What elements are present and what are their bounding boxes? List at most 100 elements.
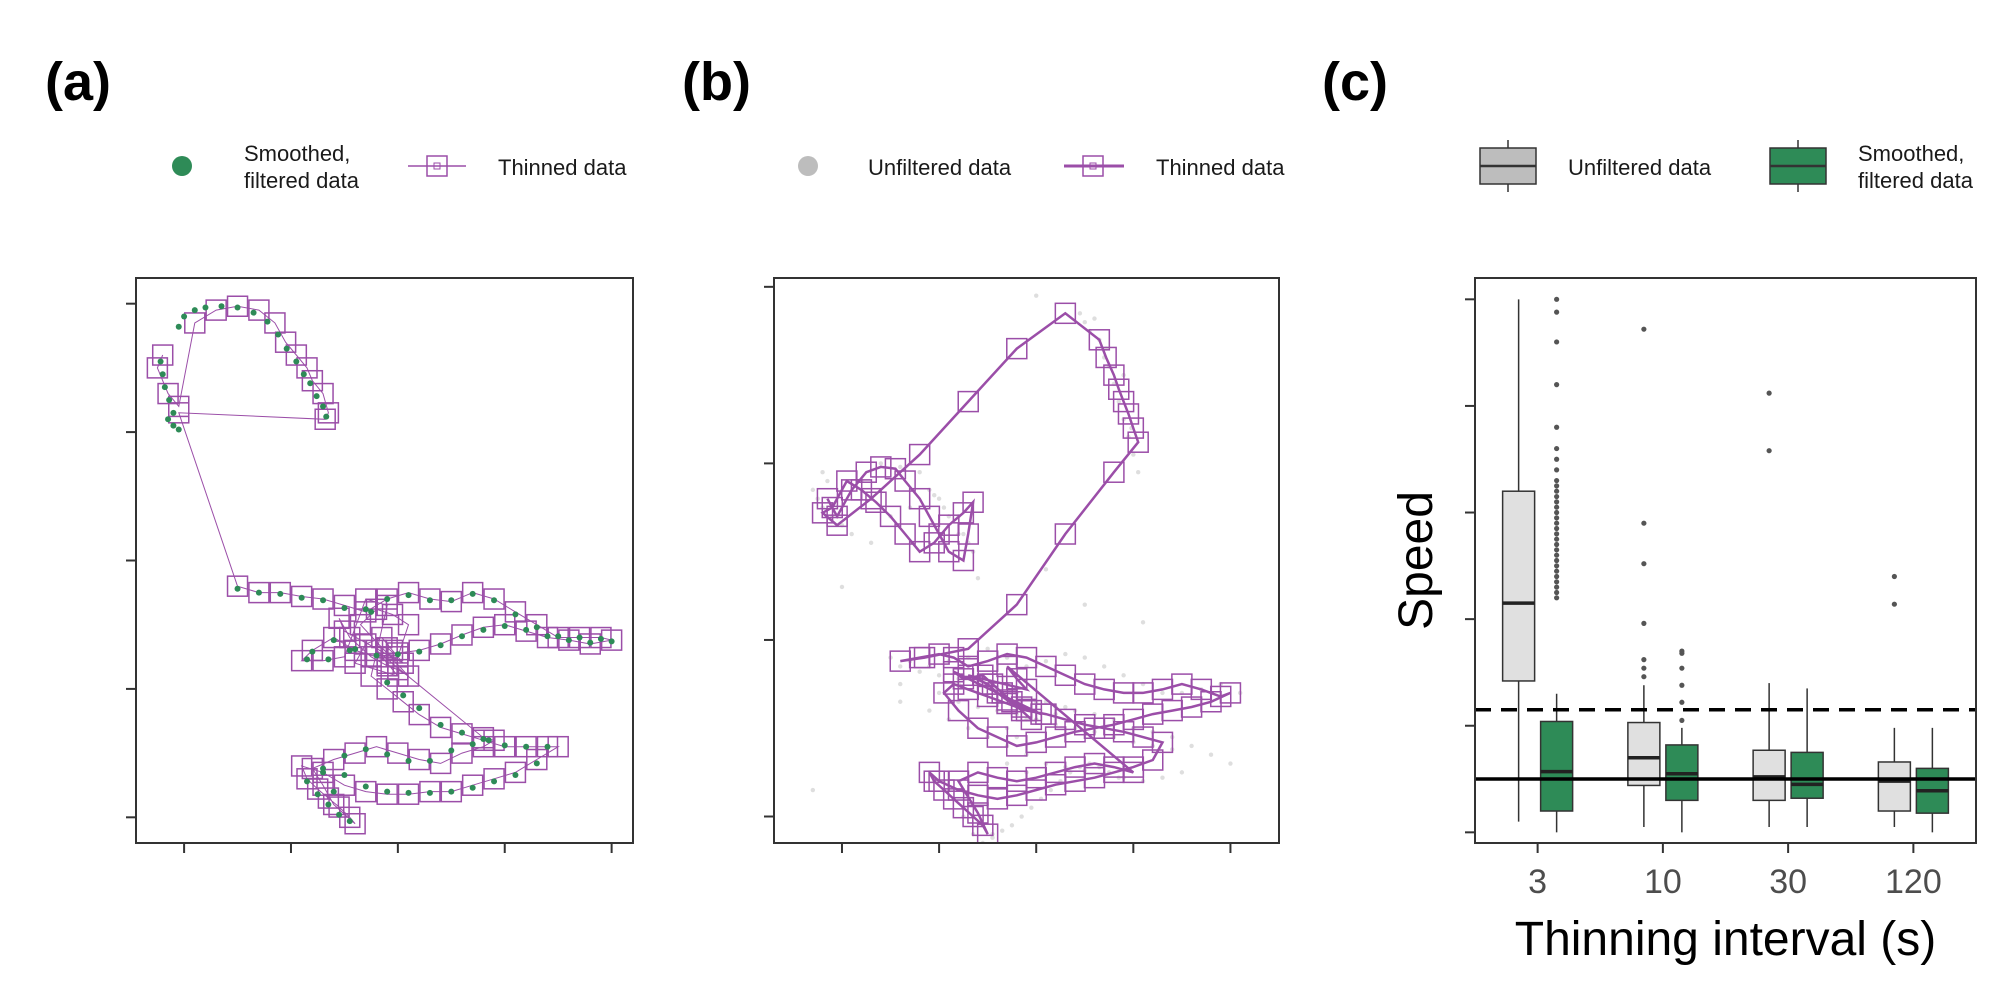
box-smoothed bbox=[1790, 751, 1824, 799]
panel-label-c: (c) bbox=[1322, 52, 1388, 112]
smoothed-point bbox=[314, 791, 321, 798]
smoothed-point bbox=[384, 751, 391, 758]
thinned-square-marker bbox=[504, 761, 527, 784]
thinned-square-marker bbox=[226, 575, 249, 597]
smoothed-point bbox=[384, 788, 391, 795]
unfiltered-point bbox=[1029, 805, 1034, 810]
thinned-square-marker bbox=[1122, 417, 1145, 439]
thinned-square-marker bbox=[938, 514, 960, 536]
legend-c-smoothed-line1: Smoothed, bbox=[1858, 141, 1964, 166]
smoothed-point bbox=[304, 778, 311, 785]
panel-frame-c bbox=[1474, 277, 1977, 844]
smoothed-point bbox=[304, 656, 311, 663]
box-outlier bbox=[1554, 424, 1560, 430]
thinned-square-marker bbox=[168, 402, 190, 424]
smoothed-point bbox=[175, 323, 182, 330]
box-outlier bbox=[1554, 382, 1560, 388]
plot-b bbox=[764, 277, 1280, 853]
smoothed-point bbox=[341, 752, 348, 759]
smoothed-point bbox=[175, 426, 182, 433]
smoothed-point bbox=[362, 746, 369, 753]
thinned-square-marker bbox=[248, 299, 270, 321]
unfiltered-point bbox=[898, 464, 903, 470]
unfiltered-point bbox=[1082, 655, 1087, 660]
smoothed-point bbox=[159, 371, 166, 378]
box-outlier bbox=[1554, 493, 1560, 500]
smoothed-point bbox=[555, 633, 562, 640]
smoothed-point bbox=[320, 597, 327, 604]
smoothed-point bbox=[313, 393, 320, 400]
thinned-square-marker bbox=[1095, 346, 1117, 369]
thinned-square-marker bbox=[860, 487, 882, 510]
thinned-square-marker bbox=[483, 768, 505, 790]
thinned-square-marker bbox=[894, 470, 916, 492]
thinned-square-marker bbox=[146, 357, 169, 379]
unfiltered-point bbox=[1131, 452, 1136, 457]
thinned-square-marker bbox=[333, 594, 356, 617]
smoothed-point bbox=[218, 303, 225, 310]
thinned-square-marker bbox=[360, 646, 382, 668]
box-unfiltered bbox=[1501, 490, 1536, 682]
smoothed-point bbox=[512, 771, 519, 778]
panel-label-b: (b) bbox=[682, 52, 751, 112]
box-outlier bbox=[1641, 657, 1647, 663]
smoothed-point bbox=[250, 309, 257, 316]
legend-a-thinned-key bbox=[408, 155, 466, 177]
smoothed-point bbox=[165, 416, 172, 423]
box-unfiltered bbox=[1877, 761, 1912, 812]
smoothed-point bbox=[485, 737, 492, 744]
smoothed-point bbox=[202, 304, 209, 311]
thinned-square-marker bbox=[967, 802, 989, 824]
thinned-square-marker bbox=[967, 717, 989, 739]
unfiltered-point bbox=[820, 470, 825, 475]
box-outlier bbox=[1679, 699, 1685, 705]
smoothed-point bbox=[166, 396, 173, 403]
smoothed-point bbox=[307, 380, 314, 387]
smoothed-point bbox=[234, 304, 241, 311]
box-outlier bbox=[1554, 579, 1560, 585]
box-outlier bbox=[1554, 467, 1560, 473]
smoothed-point bbox=[293, 358, 300, 365]
unfiltered-point bbox=[810, 487, 816, 493]
thinned-square-marker bbox=[451, 624, 473, 646]
thinned-square-marker bbox=[376, 783, 398, 805]
smoothed-point bbox=[330, 788, 337, 795]
smoothed-point bbox=[448, 747, 455, 754]
plot-area-b bbox=[810, 293, 1243, 843]
smoothed-point bbox=[533, 760, 540, 767]
thinned-square-marker bbox=[972, 814, 994, 837]
unfiltered-point bbox=[898, 699, 903, 704]
box-outlier bbox=[1641, 665, 1647, 671]
thinned-square-marker bbox=[1112, 390, 1135, 413]
smoothed-point bbox=[298, 594, 305, 601]
smoothed-point bbox=[426, 757, 433, 764]
thinned-square-marker bbox=[1088, 329, 1111, 351]
box-outlier bbox=[1554, 531, 1560, 537]
thinned-square-marker bbox=[472, 726, 495, 749]
smoothed-point bbox=[309, 648, 316, 655]
legend-b-thinned-key bbox=[1064, 155, 1124, 177]
smoothed-point bbox=[277, 590, 284, 597]
thinned-square-marker bbox=[461, 774, 484, 796]
unfiltered-point bbox=[1000, 828, 1005, 833]
thinned-square-marker bbox=[408, 639, 430, 662]
thinned-square-marker bbox=[894, 523, 916, 545]
thinned-square-marker bbox=[493, 613, 516, 636]
x-tick-label: 120 bbox=[1885, 863, 1942, 901]
thinned-square-marker bbox=[290, 649, 313, 672]
smoothed-point bbox=[469, 590, 476, 597]
thinned-square-marker bbox=[1020, 708, 1043, 731]
smoothed-point bbox=[264, 318, 271, 325]
thinned-square-marker bbox=[1054, 302, 1077, 325]
box-smoothed bbox=[1539, 720, 1574, 812]
unfiltered-point bbox=[990, 835, 995, 840]
box-outlier bbox=[1554, 595, 1560, 601]
box-outlier bbox=[1641, 620, 1647, 626]
smoothed-point bbox=[608, 638, 615, 645]
smoothed-point bbox=[480, 735, 487, 742]
thinned-square-marker bbox=[836, 470, 858, 492]
smoothed-point bbox=[533, 624, 540, 631]
box-outlier bbox=[1554, 339, 1560, 345]
smoothed-point bbox=[491, 597, 498, 604]
box-outlier bbox=[1554, 509, 1560, 516]
